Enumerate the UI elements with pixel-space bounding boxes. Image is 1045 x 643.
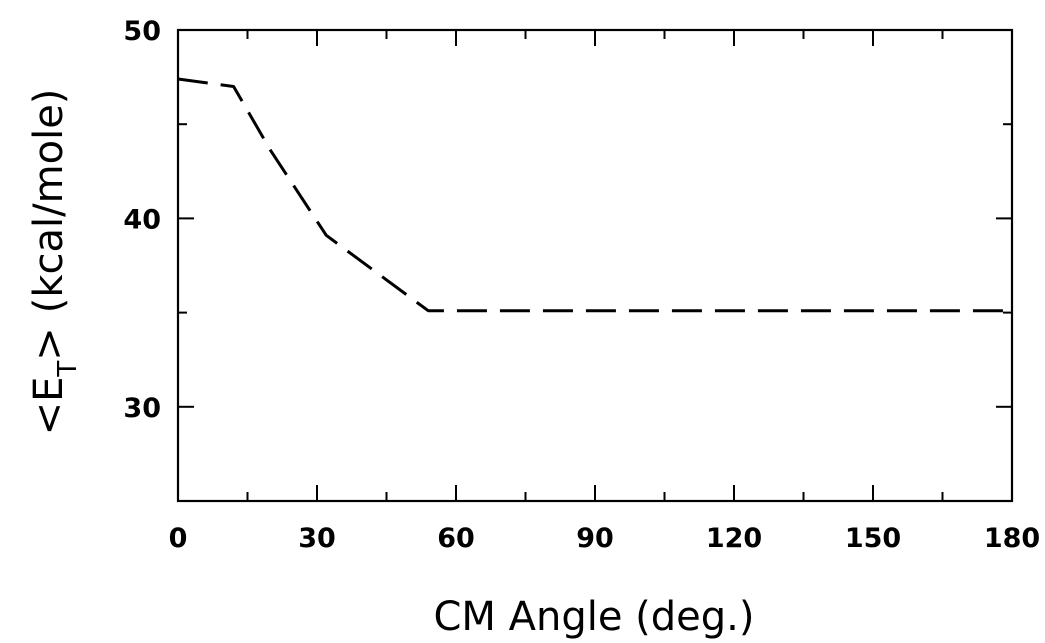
x-tick-label: 90	[576, 523, 614, 554]
y-axis-label-close: >	[26, 327, 72, 361]
x-tick-label: 30	[298, 523, 336, 554]
y-tick-label: 30	[123, 393, 161, 424]
y-tick-labels: 30 40 50	[123, 16, 161, 424]
y-axis-label-units: (kcal/mole)	[26, 89, 72, 314]
x-tick-labels: 0 30 60 90 120 150 180	[169, 523, 1041, 554]
x-tick-label: 120	[706, 523, 762, 554]
y-axis-label: <ET> (kcal/mole)	[26, 89, 83, 436]
x-tick-label: 180	[984, 523, 1040, 554]
y-tick-label: 40	[123, 204, 161, 235]
series-line-1	[177, 77, 1012, 313]
y-tick-label: 50	[123, 16, 161, 47]
series	[177, 77, 1012, 313]
x-tick-label: 60	[437, 523, 475, 554]
x-axis-label: CM Angle (deg.)	[433, 594, 754, 640]
x-tick-label: 150	[845, 523, 901, 554]
plot-frame	[176, 28, 1014, 503]
axes	[176, 28, 1014, 503]
ticks	[178, 30, 1012, 501]
y-axis-label-subscript: T	[53, 361, 83, 378]
y-axis-label-open: <E	[26, 377, 72, 436]
x-tick-label: 0	[169, 523, 188, 554]
